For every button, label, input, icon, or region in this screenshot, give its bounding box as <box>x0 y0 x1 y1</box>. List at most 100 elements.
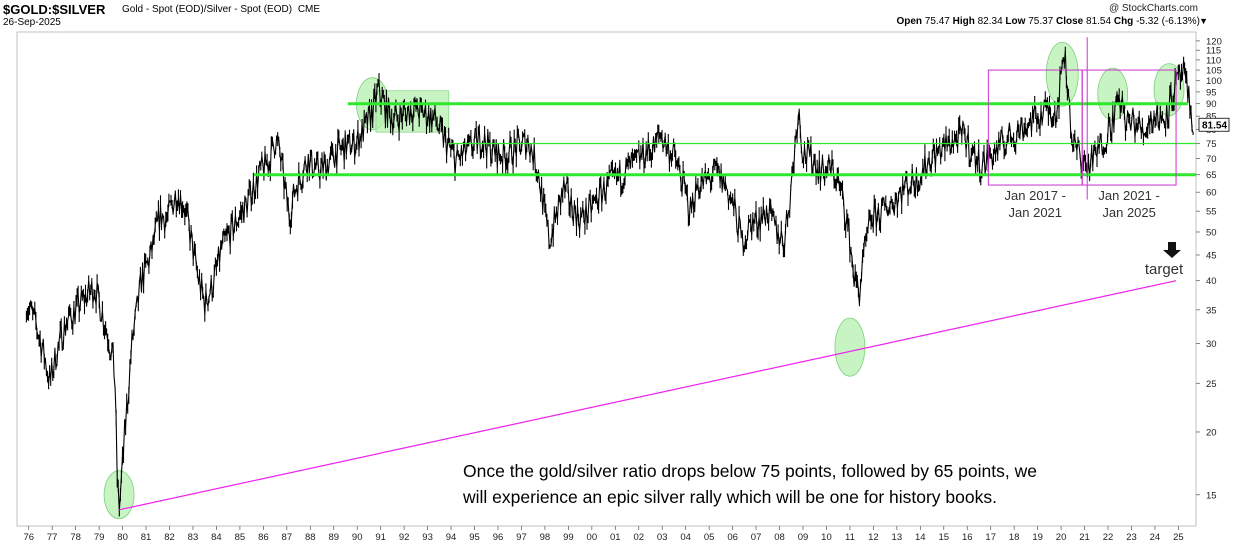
x-tick-label-20: 20 <box>1056 532 1067 543</box>
y-tick-label-105: 105 <box>1206 66 1222 77</box>
y-tick-label-60: 60 <box>1206 188 1217 199</box>
chg-label: Chg <box>1113 16 1134 27</box>
x-tick-label-10: 10 <box>821 532 832 543</box>
x-tick-label-16: 16 <box>962 532 973 543</box>
x-tick-label-88: 88 <box>305 532 316 543</box>
annotation-lines <box>118 37 1196 511</box>
low-value: 75.37 <box>1028 16 1054 27</box>
price-line <box>25 46 1194 517</box>
y-tick-label-90: 90 <box>1206 99 1217 110</box>
x-tick-label-21: 21 <box>1079 532 1090 543</box>
period-label-0-line-2: Jan 2021 <box>1009 205 1063 220</box>
x-tick-label-87: 87 <box>282 532 293 543</box>
x-tick-label-12: 12 <box>868 532 879 543</box>
ohlc-readout: Open 75.47 High 82.34 Low 75.37 Close 81… <box>896 16 1200 27</box>
x-tick-label-24: 24 <box>1150 532 1161 543</box>
annotation-labels: Jan 2017 - Jan 2021 Jan 2021 - Jan 2025 targ… <box>1005 188 1184 278</box>
x-tick-label-14: 14 <box>915 532 926 543</box>
x-tick-label-18: 18 <box>1009 532 1020 543</box>
highlight-ellipses <box>103 41 1185 520</box>
open-label: Open <box>896 16 923 27</box>
x-tick-label-19: 19 <box>1032 532 1043 543</box>
x-tick-label-15: 15 <box>938 532 949 543</box>
x-tick-label-99: 99 <box>563 532 574 543</box>
x-tick-label-04: 04 <box>680 532 691 543</box>
chart-caption: Once the gold/silver ratio drops below 7… <box>463 458 1183 510</box>
x-tick-label-82: 82 <box>164 532 175 543</box>
x-tick-label-00: 00 <box>587 532 598 543</box>
exchange-label: CME <box>297 4 321 15</box>
x-tick-label-03: 03 <box>657 532 668 543</box>
highlight-ellipse-3 <box>1045 41 1079 107</box>
y-tick-label-20: 20 <box>1206 427 1217 438</box>
y-tick-label-40: 40 <box>1206 276 1217 287</box>
x-tick-label-25: 25 <box>1173 532 1184 543</box>
chart-date: 26-Sep-2025 <box>3 17 61 28</box>
y-tick-label-85: 85 <box>1206 112 1217 123</box>
x-tick-label-06: 06 <box>727 532 738 543</box>
x-tick-label-98: 98 <box>540 532 551 543</box>
highlight-ellipse-2 <box>834 317 866 377</box>
last-value-label: 81.54 <box>1202 121 1227 132</box>
x-tick-label-96: 96 <box>493 532 504 543</box>
watermark: @ StockCharts.com <box>1108 3 1198 14</box>
x-tick-label-09: 09 <box>798 532 809 543</box>
y-tick-label-45: 45 <box>1206 250 1217 261</box>
x-tick-label-97: 97 <box>516 532 527 543</box>
x-tick-label-84: 84 <box>211 532 222 543</box>
x-tick-label-01: 01 <box>610 532 621 543</box>
x-tick-label-79: 79 <box>94 532 105 543</box>
chart-header: $GOLD:$SILVER Gold - Spot (EOD)/Silver -… <box>0 0 1240 30</box>
description-text: Gold - Spot (EOD)/Silver - Spot (EOD) <box>122 4 293 15</box>
target-label: target <box>1145 261 1184 278</box>
x-tick-label-91: 91 <box>375 532 386 543</box>
price-series <box>25 46 1194 517</box>
y-tick-label-50: 50 <box>1206 227 1217 238</box>
plot-frame <box>16 31 1197 527</box>
period-box-1 <box>1081 69 1177 186</box>
x-tick-label-90: 90 <box>352 532 363 543</box>
high-value: 82.34 <box>977 16 1003 27</box>
x-tick-label-02: 02 <box>633 532 644 543</box>
x-tick-label-05: 05 <box>704 532 715 543</box>
axes: 1520253035404550556065707580859095100105… <box>23 36 1230 543</box>
x-tick-label-89: 89 <box>328 532 339 543</box>
x-tick-label-07: 07 <box>751 532 762 543</box>
y-tick-label-110: 110 <box>1206 55 1221 66</box>
close-label: Close <box>1056 16 1084 27</box>
period-label-1-line-2: Jan 2025 <box>1102 205 1156 220</box>
x-tick-label-94: 94 <box>446 532 457 543</box>
chg-value: -5.32 (-6.13%) <box>1136 16 1200 27</box>
plot-background <box>16 31 1197 527</box>
x-tick-label-23: 23 <box>1126 532 1137 543</box>
caption-line-2: will experience an epic silver rally whi… <box>463 487 997 507</box>
y-tick-label-15: 15 <box>1206 490 1217 501</box>
open-value: 75.47 <box>924 16 950 27</box>
x-tick-label-22: 22 <box>1103 532 1114 543</box>
x-tick-label-13: 13 <box>892 532 903 543</box>
y-tick-label-75: 75 <box>1206 139 1217 150</box>
x-tick-label-93: 93 <box>422 532 433 543</box>
y-tick-label-25: 25 <box>1206 379 1217 390</box>
symbol-label: $GOLD:$SILVER <box>3 2 106 17</box>
y-tick-label-65: 65 <box>1206 170 1217 181</box>
x-tick-label-95: 95 <box>469 532 480 543</box>
x-tick-label-85: 85 <box>235 532 246 543</box>
triangle-down-icon[interactable]: ▼ <box>1199 16 1208 26</box>
x-tick-label-86: 86 <box>258 532 269 543</box>
low-label: Low <box>1005 16 1026 27</box>
symbol-description: Gold - Spot (EOD)/Silver - Spot (EOD) CM… <box>122 4 320 15</box>
y-tick-label-120: 120 <box>1206 36 1222 47</box>
y-tick-label-100: 100 <box>1206 76 1222 87</box>
x-tick-label-83: 83 <box>188 532 199 543</box>
x-tick-label-08: 08 <box>774 532 785 543</box>
y-tick-label-35: 35 <box>1206 305 1217 316</box>
x-tick-label-77: 77 <box>47 532 58 543</box>
y-tick-label-95: 95 <box>1206 87 1217 98</box>
x-tick-label-80: 80 <box>117 532 128 543</box>
period-label-1-line-1: Jan 2021 - <box>1098 188 1159 203</box>
y-tick-label-55: 55 <box>1206 207 1217 218</box>
close-value: 81.54 <box>1086 16 1112 27</box>
y-tick-label-70: 70 <box>1206 154 1217 165</box>
x-tick-label-17: 17 <box>985 532 996 543</box>
